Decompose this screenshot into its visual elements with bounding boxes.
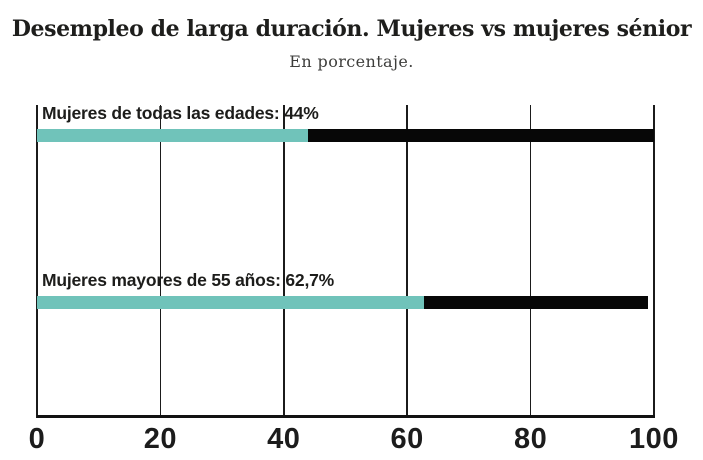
x-axis-tick-label: 60: [390, 423, 424, 455]
bar-label: Mujeres mayores de 55 años: 62,7%: [42, 270, 335, 290]
gridline: [406, 105, 408, 418]
gridline: [529, 105, 532, 418]
x-axis-line: [37, 415, 655, 418]
bar-remainder-segment: [308, 129, 654, 142]
bar-row: Mujeres de todas las edades: 44%: [37, 102, 654, 142]
gridline: [36, 105, 38, 418]
chart-header: Desempleo de larga duración. Mujeres vs …: [0, 0, 703, 71]
bar-remainder-segment: [423, 296, 648, 309]
bar-value-segment: [37, 129, 309, 142]
x-axis-tick-label: 80: [513, 423, 548, 455]
bar-value-segment: [37, 296, 424, 309]
bar-track: [37, 296, 654, 309]
x-axis-tick-label: 40: [267, 423, 301, 455]
x-axis-tick-label: 100: [629, 423, 679, 455]
gridline: [283, 105, 285, 418]
chart-subtitle: En porcentaje.: [289, 52, 414, 71]
gridline: [653, 105, 655, 418]
bar-label: Mujeres de todas las edades: 44%: [42, 103, 319, 123]
plot-area: Mujeres de todas las edades: 44% Mujeres …: [29, 102, 679, 454]
bar-row: Mujeres mayores de 55 años: 62,7%: [37, 269, 654, 309]
chart-title: Desempleo de larga duración. Mujeres vs …: [11, 16, 692, 42]
x-axis-tick-label: 20: [143, 423, 178, 455]
x-axis-tick-label: 0: [28, 423, 46, 455]
bar-track: [37, 129, 654, 142]
gridline: [159, 105, 162, 418]
